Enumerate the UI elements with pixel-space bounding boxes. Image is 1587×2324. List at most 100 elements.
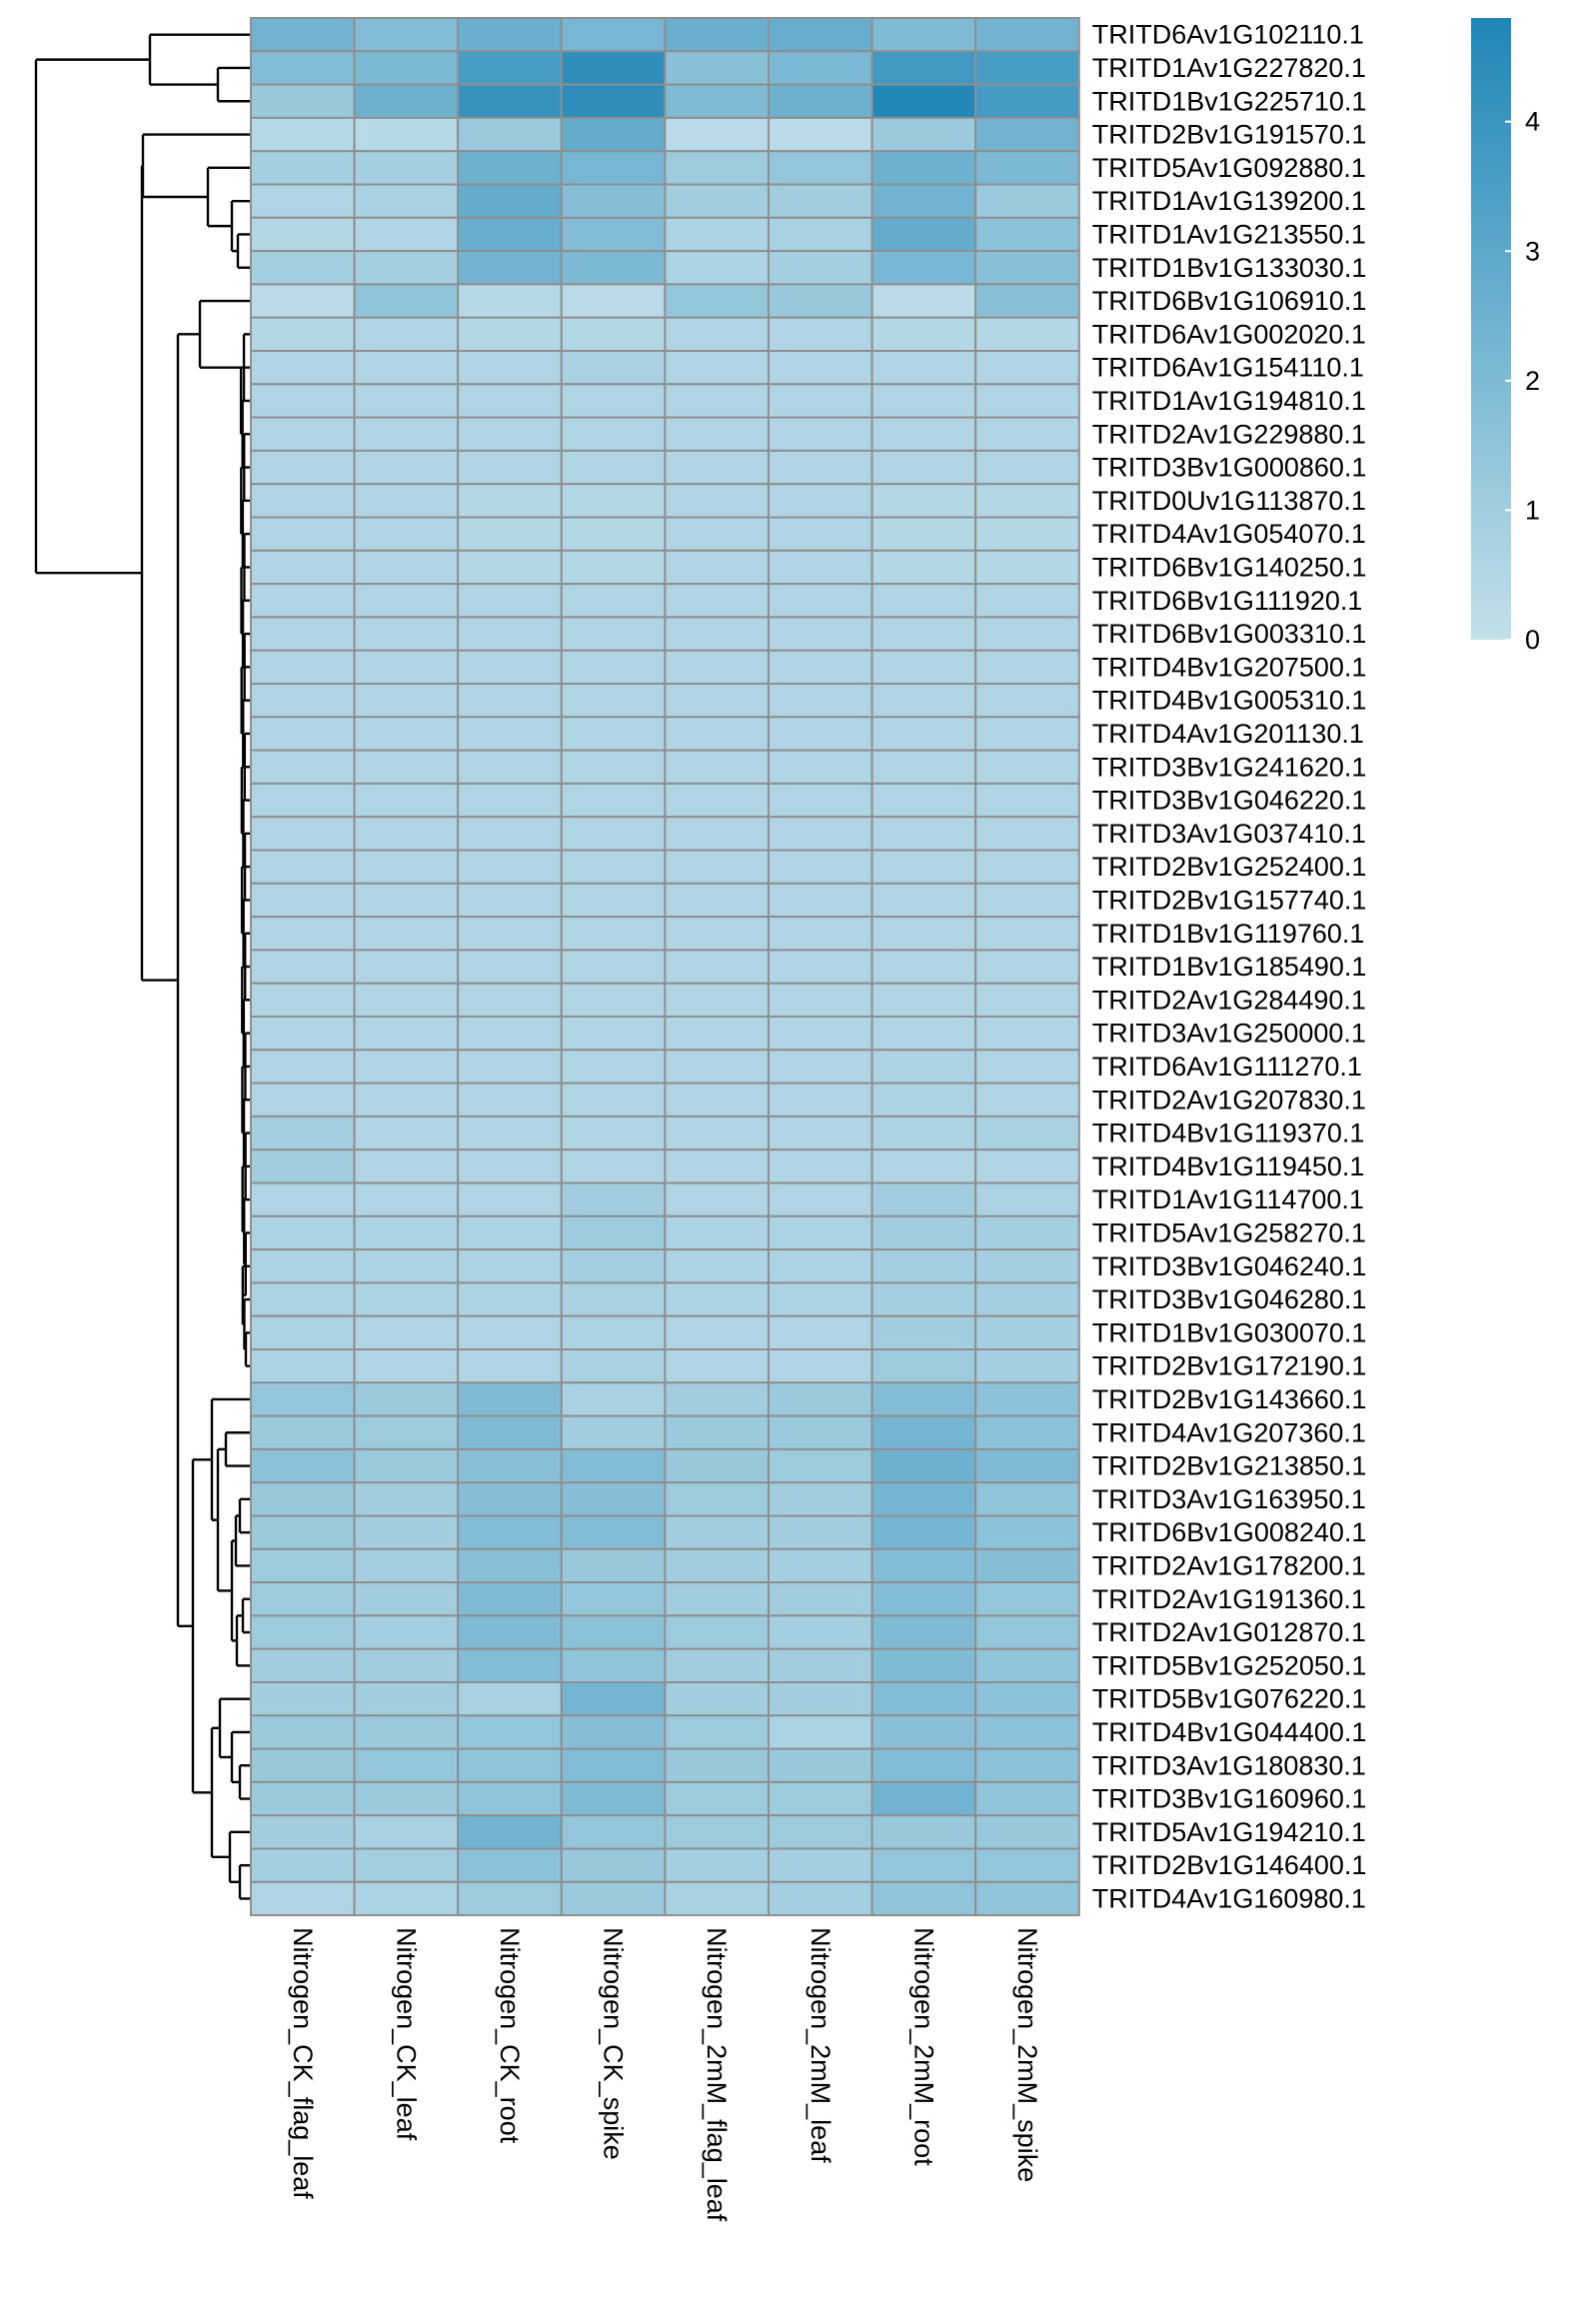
heatmap-cell xyxy=(870,1581,977,1617)
heatmap-cell xyxy=(457,216,563,253)
row-label: TRITD4Av1G160980.1 xyxy=(1092,1883,1366,1913)
heatmap-cell xyxy=(664,916,771,952)
heatmap-cell xyxy=(870,1281,977,1317)
heatmap-cell xyxy=(250,549,356,586)
heatmap-cell xyxy=(250,1780,356,1817)
heatmap-cell xyxy=(768,1681,873,1717)
heatmap-cell xyxy=(870,616,977,652)
heatmap-cell xyxy=(768,383,873,419)
heatmap-cell xyxy=(974,350,1080,386)
heatmap-cell xyxy=(560,982,667,1019)
heatmap-cell xyxy=(560,1181,667,1217)
heatmap-cell xyxy=(870,1747,977,1783)
heatmap-cell xyxy=(353,116,460,153)
heatmap-cell xyxy=(870,1681,977,1717)
heatmap-cell xyxy=(250,1447,356,1484)
heatmap-cell xyxy=(457,683,563,719)
heatmap-cell xyxy=(664,283,771,319)
row-label: TRITD3Av1G163950.1 xyxy=(1092,1484,1366,1514)
heatmap-cell xyxy=(250,1214,356,1251)
row-label: TRITD1Bv1G185490.1 xyxy=(1092,952,1367,982)
column-label: Nitrogen_CK_leaf xyxy=(391,1927,421,2141)
heatmap-cell xyxy=(353,649,460,686)
heatmap-cell xyxy=(870,849,977,885)
heatmap-cell xyxy=(457,1016,563,1052)
heatmap-cell xyxy=(457,483,563,519)
heatmap-cell xyxy=(560,949,667,985)
heatmap-cell xyxy=(870,1414,977,1450)
row-label: TRITD2Av1G207830.1 xyxy=(1092,1085,1366,1115)
legend-tick-label: 2 xyxy=(1525,366,1540,396)
heatmap-cell xyxy=(664,83,771,119)
heatmap-cell xyxy=(560,216,667,253)
heatmap-cell xyxy=(974,1880,1080,1917)
heatmap-cell xyxy=(457,1681,563,1717)
heatmap-cell xyxy=(768,216,873,253)
heatmap-cell xyxy=(870,1214,977,1251)
heatmap-cell xyxy=(457,416,563,452)
column-labels: Nitrogen_CK_flag_leaf Nitrogen_CK_leaf Nit… xyxy=(288,1927,1042,2222)
row-label: TRITD1Bv1G119760.1 xyxy=(1092,919,1365,949)
heatmap-cell xyxy=(870,416,977,452)
heatmap-cell xyxy=(974,1149,1080,1184)
heatmap-cell xyxy=(870,183,977,219)
row-label: TRITD3Av1G250000.1 xyxy=(1092,1019,1366,1049)
heatmap-cell xyxy=(353,1414,460,1450)
heatmap-cell xyxy=(457,782,563,819)
heatmap-cell xyxy=(664,1281,771,1317)
heatmap-cell xyxy=(353,1614,460,1650)
heatmap-cell xyxy=(560,50,667,86)
heatmap-cell xyxy=(457,1049,563,1085)
heatmap-cell xyxy=(870,383,977,419)
heatmap-cell xyxy=(768,749,873,785)
heatmap-cell xyxy=(457,1447,563,1484)
heatmap-cell xyxy=(250,1747,356,1783)
heatmap-cell xyxy=(974,1780,1080,1817)
heatmap-cell xyxy=(353,1248,460,1284)
heatmap-cell xyxy=(664,150,771,186)
heatmap-cell xyxy=(768,1049,873,1085)
heatmap-cell xyxy=(560,549,667,586)
heatmap-cell xyxy=(870,1814,977,1850)
heatmap-cell xyxy=(870,449,977,486)
heatmap-cell xyxy=(768,50,873,86)
heatmap-cell xyxy=(768,183,873,219)
heatmap-cell xyxy=(353,516,460,552)
heatmap-cell xyxy=(457,83,563,119)
color-legend: 0 1 2 3 4 xyxy=(1471,18,1540,655)
heatmap-cell xyxy=(664,1149,771,1184)
row-label: TRITD4Av1G054070.1 xyxy=(1092,519,1366,549)
heatmap-cell xyxy=(664,716,771,752)
heatmap-cell xyxy=(457,949,563,985)
heatmap-cell xyxy=(250,1414,356,1450)
row-label: TRITD5Av1G194210.1 xyxy=(1092,1817,1366,1847)
heatmap-cell xyxy=(974,1714,1080,1750)
heatmap-cell xyxy=(457,1547,563,1584)
row-label: TRITD2Bv1G191570.1 xyxy=(1092,120,1367,150)
heatmap-cell xyxy=(457,1381,563,1417)
heatmap-cell xyxy=(560,449,667,486)
heatmap-cell xyxy=(870,1248,977,1284)
heatmap-cell xyxy=(457,50,563,86)
heatmap-cell xyxy=(560,849,667,885)
heatmap-cell xyxy=(870,583,977,619)
heatmap-cell xyxy=(353,1780,460,1817)
heatmap-cell xyxy=(974,1747,1080,1783)
row-label: TRITD4Bv1G207500.1 xyxy=(1092,652,1367,682)
heatmap-cell xyxy=(353,716,460,752)
heatmap-cell xyxy=(664,782,771,819)
heatmap-cell xyxy=(250,50,356,86)
heatmap-cell xyxy=(560,583,667,619)
heatmap-cell xyxy=(870,1381,977,1417)
heatmap-cell xyxy=(664,1714,771,1750)
heatmap-cell xyxy=(560,350,667,386)
heatmap-cell xyxy=(250,782,356,819)
heatmap-cell xyxy=(457,383,563,419)
heatmap-cell xyxy=(250,1847,356,1883)
heatmap-cell xyxy=(457,549,563,586)
heatmap-cell xyxy=(870,250,977,286)
heatmap-cell xyxy=(974,982,1080,1019)
heatmap-cell xyxy=(353,916,460,952)
row-label: TRITD2Bv1G143660.1 xyxy=(1092,1384,1367,1414)
